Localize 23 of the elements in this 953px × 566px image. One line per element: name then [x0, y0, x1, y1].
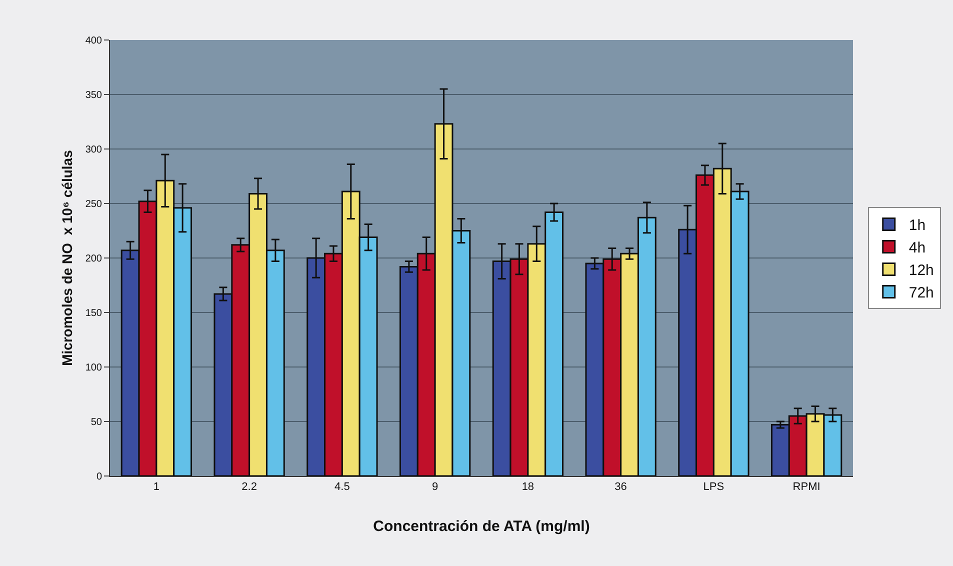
- y-tick-label: 0: [96, 472, 102, 482]
- x-tick-label: 1: [153, 481, 160, 494]
- y-tick-label: 300: [85, 144, 102, 156]
- y-tick-label: 100: [85, 362, 102, 374]
- y-tick-label: 350: [85, 90, 102, 101]
- x-tick-label: 4.5: [334, 481, 350, 494]
- legend-label: 4h: [908, 240, 926, 257]
- y-tick-label: 150: [85, 308, 102, 319]
- x-tick-label: 9: [432, 481, 438, 494]
- y-tick-label: 50: [90, 417, 102, 428]
- legend-label: 1h: [908, 217, 926, 234]
- x-axis-title: Concentración de ATA (mg/ml): [373, 518, 590, 535]
- x-tick-label: RPMI: [792, 481, 820, 494]
- y-tick-label: 250: [85, 199, 102, 210]
- legend-label: 72h: [908, 284, 934, 302]
- y-tick-label: 200: [85, 254, 102, 264]
- legend-label: 12h: [908, 262, 934, 280]
- x-tick-label: LPS: [703, 481, 724, 494]
- x-tick-label: 18: [522, 481, 534, 494]
- y-tick-label: 400: [85, 36, 102, 46]
- y-axis-title: Micromoles de NO x 10⁶ células: [59, 150, 75, 366]
- x-tick-label: 36: [614, 481, 627, 494]
- x-tick-label: 2.2: [242, 481, 257, 494]
